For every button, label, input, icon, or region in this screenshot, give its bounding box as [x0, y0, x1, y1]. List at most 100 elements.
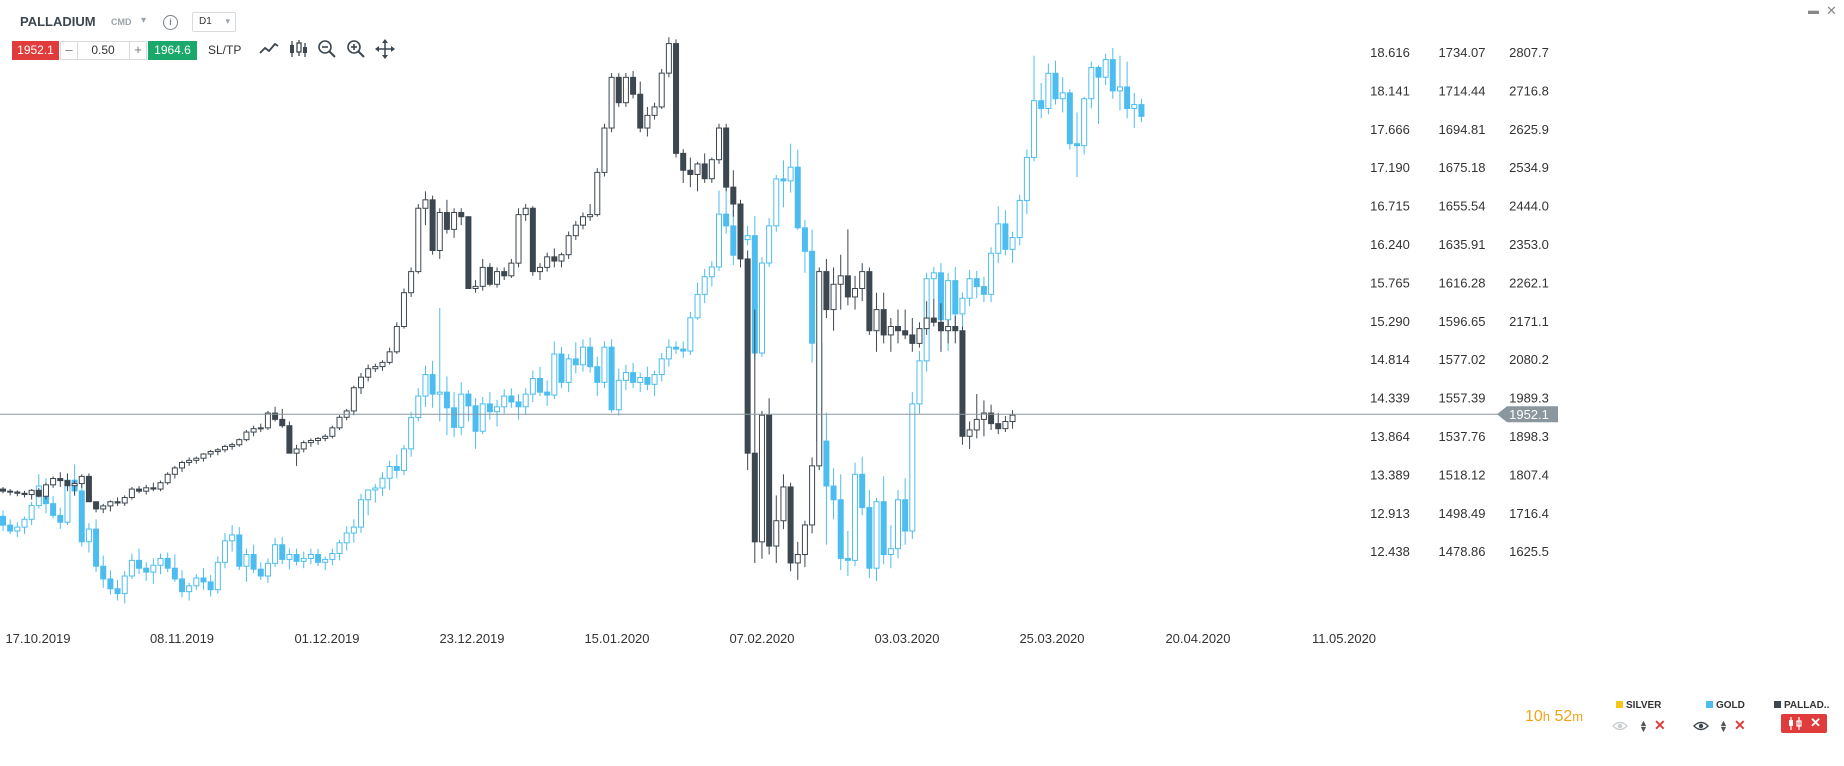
candle-body — [744, 235, 751, 241]
candle-body — [594, 366, 601, 383]
candle-body — [544, 256, 551, 268]
timer-hours: 10 — [1525, 708, 1543, 725]
candle-body — [1059, 92, 1066, 100]
legend-palladium[interactable]: PALLAD.. — [1774, 700, 1829, 711]
sell-button[interactable]: 1952.1 — [12, 41, 59, 60]
candle-body — [93, 528, 100, 567]
candle-body — [1023, 156, 1030, 201]
candle-body — [486, 266, 493, 285]
candle-body — [329, 427, 336, 437]
candle-body — [307, 554, 314, 559]
palladium-series — [0, 37, 1016, 580]
candlestick-type-icon[interactable] — [287, 38, 309, 60]
y-tick-label: 16.240 — [1370, 237, 1410, 252]
candle-body — [608, 76, 615, 129]
candle-body — [85, 528, 92, 543]
candle-body — [243, 554, 250, 567]
palladium-remove-icon[interactable]: ✕ — [1810, 715, 1821, 730]
candle-body — [157, 482, 164, 490]
candle-body — [816, 271, 823, 467]
candle-body — [830, 485, 837, 501]
y-tick-label: 15.290 — [1370, 314, 1410, 329]
volume-input[interactable]: 0.50 — [77, 41, 129, 60]
close-icon[interactable]: ✕ — [1826, 3, 1837, 18]
candle-body — [300, 557, 307, 562]
candle-body — [257, 427, 264, 430]
candle-body — [1009, 237, 1016, 250]
candle-body — [844, 275, 851, 298]
candle-body — [508, 395, 515, 403]
candle-body — [837, 499, 844, 559]
candle-body — [522, 393, 529, 408]
sltp-button[interactable]: SL/TP — [208, 43, 242, 57]
timer-hours-unit: h — [1542, 709, 1551, 724]
y-tick-label: 14.339 — [1370, 391, 1410, 406]
volume-decrease-button[interactable]: – — [60, 41, 78, 60]
candle-body — [465, 216, 472, 289]
candle-body — [329, 553, 336, 560]
silver-remove-icon[interactable]: ✕ — [1654, 717, 1666, 733]
candle-body — [637, 93, 644, 129]
candle-body — [171, 467, 178, 475]
y-tick-label: 1625.5 — [1509, 544, 1549, 559]
candle-settings-icon — [1789, 717, 1802, 730]
candle-body — [451, 407, 458, 428]
zoom-in-icon[interactable] — [345, 38, 367, 60]
candle-body — [250, 428, 257, 433]
timeframe-select[interactable]: D1 ▾ — [192, 12, 236, 32]
candle-body — [179, 578, 185, 593]
candle-body — [128, 559, 135, 577]
candle-body — [794, 554, 801, 564]
silver-eye-icon[interactable] — [1612, 720, 1628, 732]
candle-body — [737, 203, 744, 260]
palladium-main-series-badge[interactable]: ✕ — [1781, 714, 1827, 733]
candle-body — [651, 106, 658, 116]
legend-silver-label: SILVER — [1626, 700, 1662, 711]
legend-gold-label: GOLD — [1716, 700, 1745, 711]
candle-body — [766, 225, 773, 264]
x-tick-label: 17.10.2019 — [5, 631, 70, 646]
candle-body — [136, 488, 143, 492]
move-crosshair-icon[interactable] — [374, 38, 396, 60]
candle-body — [443, 391, 450, 409]
info-icon[interactable]: i — [163, 15, 178, 30]
buy-button[interactable]: 1964.6 — [148, 41, 197, 60]
candle-body — [494, 271, 501, 285]
y-tick-label: 14.814 — [1370, 352, 1410, 367]
candle-body — [544, 391, 551, 396]
minimize-icon[interactable]: ▬ — [1808, 5, 1819, 17]
volume-increase-button[interactable]: + — [129, 41, 147, 60]
legend-silver[interactable]: SILVER — [1616, 700, 1661, 711]
candle-body — [400, 448, 407, 471]
zoom-out-icon[interactable] — [316, 38, 338, 60]
candle-body — [622, 76, 629, 104]
symbol-dropdown-icon[interactable]: ▾ — [141, 15, 147, 26]
silver-reorder-icon[interactable]: ▲ ▼ — [1639, 718, 1648, 734]
gold-reorder-icon[interactable]: ▲ ▼ — [1719, 718, 1728, 734]
symbol-name[interactable]: PALLADIUM — [20, 14, 96, 29]
candle-body — [465, 393, 472, 407]
candle-body — [21, 518, 28, 528]
candle-body — [1002, 421, 1009, 430]
gold-remove-icon[interactable]: ✕ — [1734, 717, 1746, 733]
candle-body — [615, 379, 622, 411]
candle-body — [730, 225, 737, 256]
gold-eye-icon[interactable] — [1693, 720, 1709, 732]
candle-body — [1116, 86, 1123, 92]
candle-body — [615, 76, 622, 104]
candle-body — [128, 488, 135, 499]
y-tick-label: 17.190 — [1370, 160, 1410, 175]
legend-gold[interactable]: GOLD — [1706, 700, 1745, 711]
candle-body — [973, 278, 980, 288]
candle-body — [157, 557, 164, 566]
y-tick-label: 1518.12 — [1439, 467, 1486, 482]
candle-body — [429, 374, 436, 395]
candle-body — [608, 346, 615, 411]
candle-body — [57, 478, 64, 482]
line-chart-icon[interactable] — [258, 38, 280, 60]
legend-palladium-swatch — [1774, 701, 1781, 708]
candle-body — [107, 578, 114, 590]
candle-body — [100, 565, 107, 580]
candle-body — [386, 465, 393, 479]
